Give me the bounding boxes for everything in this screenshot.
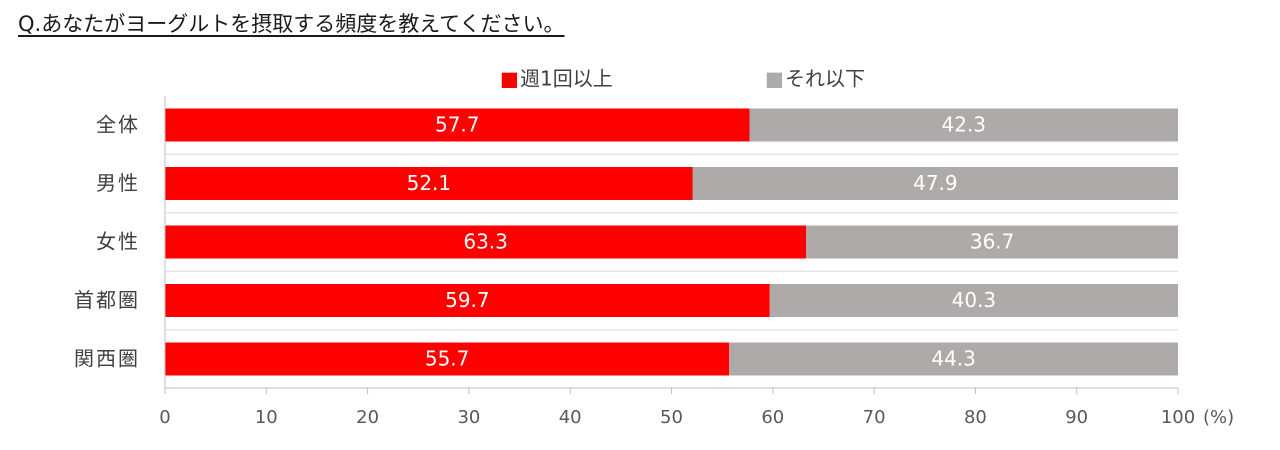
bar-less-5 [729, 342, 1178, 376]
bar-weekly-5 [165, 342, 730, 376]
data-label-weekly-1: 57.7 [435, 113, 480, 137]
data-label-less-5: 44.3 [931, 347, 976, 371]
x-tick-label-70: 70 [863, 407, 886, 428]
x-tick-label-60: 60 [761, 407, 784, 428]
bar-weekly-4 [165, 284, 770, 317]
data-label-weekly-4: 59.7 [445, 288, 490, 312]
x-tick-label-40: 40 [559, 407, 582, 428]
data-label-weekly-3: 63.3 [463, 230, 508, 254]
x-tick-label-0: 0 [159, 407, 170, 428]
category-label-1: 全体 [96, 113, 140, 137]
legend-label-1: 週1回以上 [520, 67, 613, 91]
data-label-less-1: 42.3 [941, 113, 986, 137]
x-tick-label-30: 30 [457, 407, 480, 428]
x-tick-label-50: 50 [660, 407, 683, 428]
x-tick-label-90: 90 [1065, 407, 1088, 428]
x-tick-label-20: 20 [356, 407, 379, 428]
data-label-weekly-2: 52.1 [407, 171, 452, 195]
bar-less-2 [692, 167, 1178, 200]
data-label-weekly-5: 55.7 [425, 347, 470, 371]
x-tick-label-80: 80 [964, 407, 987, 428]
category-label-2: 男性 [96, 171, 140, 195]
x-tick-label-100: 100 [1161, 407, 1195, 428]
bar-less-1 [749, 108, 1178, 142]
category-label-3: 女性 [96, 230, 140, 254]
legend-label-2: それ以下 [785, 67, 865, 91]
bar-weekly-1 [165, 108, 750, 142]
bar-weekly-3 [165, 225, 807, 259]
data-label-less-2: 47.9 [913, 171, 958, 195]
x-tick-label-10: 10 [255, 407, 278, 428]
legend-marker-1: ■ [500, 67, 519, 91]
data-label-less-3: 36.7 [970, 230, 1015, 254]
category-label-4: 首都圏 [74, 288, 140, 312]
bar-weekly-2 [165, 167, 693, 200]
chart-title: Q.あなたがヨーグルトを摂取する頻度を教えてください。 [18, 12, 565, 36]
data-label-less-4: 40.3 [952, 288, 997, 312]
x-unit-label: (%) [1203, 407, 1234, 428]
bar-less-3 [806, 225, 1178, 259]
category-label-5: 関西圏 [74, 347, 140, 371]
bar-less-4 [769, 284, 1178, 317]
legend-marker-2: ■ [765, 67, 784, 91]
